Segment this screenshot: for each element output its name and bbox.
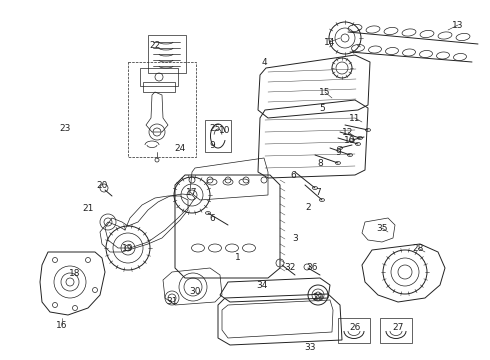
Text: 36: 36 (306, 264, 318, 273)
Text: 2: 2 (305, 202, 311, 212)
Text: 30: 30 (189, 288, 201, 297)
Text: 28: 28 (412, 243, 424, 252)
Bar (380, 318, 412, 343)
Text: 35: 35 (376, 224, 388, 233)
Text: 23: 23 (59, 123, 71, 132)
Text: 1: 1 (235, 253, 241, 262)
Text: 9: 9 (335, 148, 341, 157)
Text: 17: 17 (186, 188, 198, 197)
Text: 21: 21 (82, 203, 94, 212)
Text: 13: 13 (452, 21, 464, 30)
Text: 26: 26 (349, 324, 361, 333)
Text: 31: 31 (166, 297, 178, 306)
Text: 16: 16 (56, 320, 68, 329)
Text: 4: 4 (261, 58, 267, 67)
Text: 7: 7 (315, 188, 321, 197)
Text: 5: 5 (319, 104, 325, 113)
Text: 33: 33 (304, 343, 316, 352)
Text: 6: 6 (290, 171, 296, 180)
Text: 10: 10 (219, 126, 231, 135)
Text: 14: 14 (324, 37, 336, 46)
Bar (148, 35, 186, 73)
Text: 11: 11 (349, 113, 361, 122)
Text: 10: 10 (344, 135, 356, 144)
Text: 3: 3 (292, 234, 298, 243)
Text: 6: 6 (209, 213, 215, 222)
Text: 24: 24 (174, 144, 186, 153)
Text: 22: 22 (149, 41, 161, 50)
Text: 9: 9 (209, 140, 215, 149)
Text: 19: 19 (122, 243, 134, 252)
Bar (128, 62, 196, 157)
Text: 18: 18 (69, 269, 81, 278)
Text: 20: 20 (97, 180, 108, 189)
Bar (205, 120, 231, 152)
Text: 15: 15 (319, 87, 331, 96)
Text: 8: 8 (317, 158, 323, 167)
Text: 12: 12 (343, 127, 354, 136)
Bar (140, 68, 178, 86)
Text: 25: 25 (209, 123, 220, 132)
Text: 32: 32 (284, 264, 295, 273)
Text: 29: 29 (312, 293, 324, 302)
Bar (338, 318, 370, 343)
Text: 27: 27 (392, 324, 404, 333)
Text: 34: 34 (256, 280, 268, 289)
Bar (143, 82, 175, 92)
